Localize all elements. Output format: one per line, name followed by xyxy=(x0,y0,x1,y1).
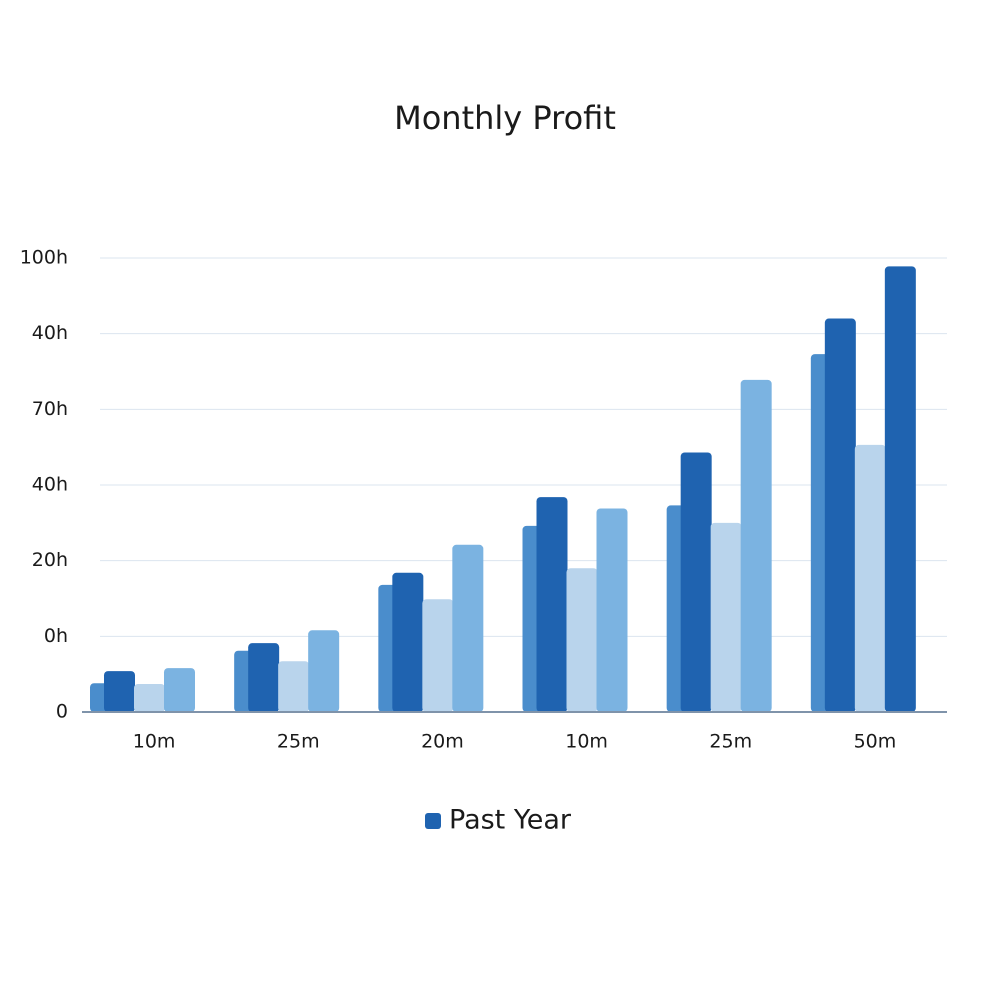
y-tick-label: 100h xyxy=(20,247,68,269)
bar xyxy=(854,444,886,712)
y-tick-label: 40h xyxy=(32,474,68,496)
bar xyxy=(740,379,772,712)
x-tick-label: 25m xyxy=(277,731,320,753)
legend-swatch xyxy=(425,813,441,829)
x-tick-label: 50m xyxy=(854,731,897,753)
bar xyxy=(824,318,856,712)
bar xyxy=(248,643,280,712)
x-tick-label: 20m xyxy=(421,731,464,753)
y-tick-label: 20h xyxy=(32,549,68,571)
bar xyxy=(278,661,310,712)
bar xyxy=(392,572,424,712)
bar xyxy=(422,599,454,712)
bar xyxy=(308,630,340,712)
bar xyxy=(710,522,742,712)
y-tick-label: 0 xyxy=(56,701,68,723)
bar xyxy=(884,266,916,712)
bar xyxy=(596,508,628,712)
bar xyxy=(164,668,195,712)
bar xyxy=(566,568,598,712)
bar xyxy=(680,452,712,712)
y-tick-label: 70h xyxy=(32,398,68,420)
bar xyxy=(134,684,165,712)
x-tick-label: 25m xyxy=(709,731,752,753)
x-tick-label: 10m xyxy=(565,731,608,753)
y-tick-label: 0h xyxy=(44,625,68,647)
bar xyxy=(104,671,135,712)
bar xyxy=(536,497,568,712)
bar xyxy=(452,544,484,712)
x-tick-label: 10m xyxy=(133,731,176,753)
y-tick-label: 40h xyxy=(32,322,68,344)
legend-label: Past Year xyxy=(449,805,572,836)
chart-title: Monthly Profit xyxy=(394,99,616,137)
